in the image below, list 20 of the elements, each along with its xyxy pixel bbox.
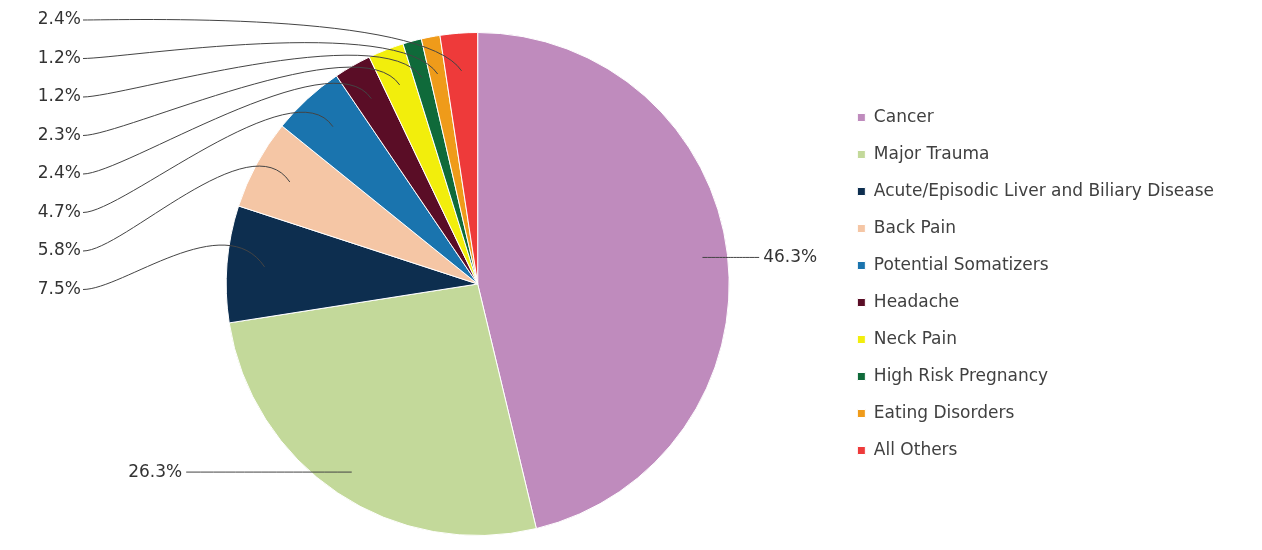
legend-label: Back Pain bbox=[873, 216, 956, 237]
legend-label: All Others bbox=[873, 438, 958, 459]
legend-label: High Risk Pregnancy bbox=[873, 364, 1049, 385]
legend-label: Potential Somatizers bbox=[873, 253, 1049, 274]
legend-label: Major Trauma bbox=[873, 142, 990, 163]
data-label: 2.4% bbox=[37, 162, 81, 183]
data-label: 1.2% bbox=[37, 85, 81, 106]
legend-label: Neck Pain bbox=[873, 327, 958, 348]
data-label: 2.3% bbox=[37, 123, 81, 144]
data-label: 4.7% bbox=[37, 200, 81, 221]
data-label: 2.4% bbox=[37, 8, 81, 29]
data-label: 5.8% bbox=[37, 239, 81, 260]
data-label: 26.3% bbox=[128, 460, 183, 481]
data-label: 46.3% bbox=[763, 245, 818, 266]
legend-label: Headache bbox=[873, 290, 960, 311]
data-label: 7.5% bbox=[37, 277, 81, 298]
legend-label: Cancer bbox=[873, 105, 934, 126]
legend-label: Acute/Episodic Liver and Biliary Disease bbox=[873, 179, 1215, 200]
legend-label: Eating Disorders bbox=[873, 401, 1015, 422]
data-label: 1.2% bbox=[37, 46, 81, 67]
